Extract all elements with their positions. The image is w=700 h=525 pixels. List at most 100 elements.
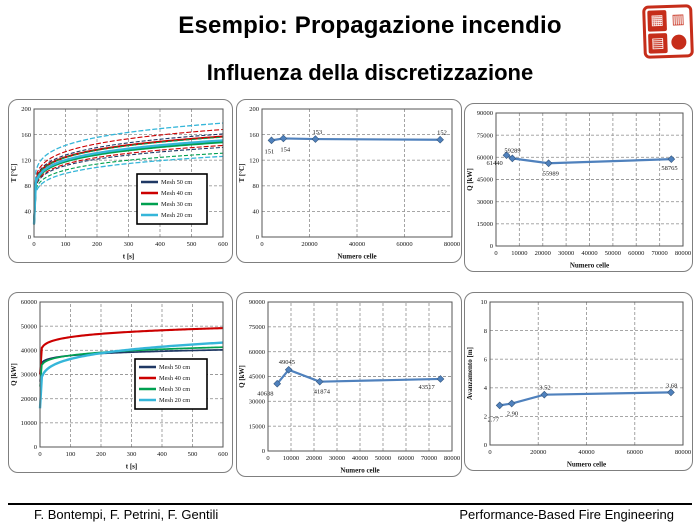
- svg-text:6: 6: [484, 356, 488, 363]
- svg-text:40: 40: [25, 209, 32, 216]
- svg-text:80: 80: [253, 183, 260, 190]
- svg-text:153: 153: [312, 129, 322, 136]
- svg-text:49045: 49045: [279, 359, 295, 366]
- svg-text:45000: 45000: [477, 177, 493, 184]
- chart-hrr600-vs-cells: 40638 49045 41874 43517 0 15000 30000 45000 6000…: [236, 292, 462, 477]
- svg-text:500: 500: [187, 241, 197, 248]
- footer-course-title: Performance-Based Fire Engineering: [459, 507, 674, 522]
- svg-text:20000: 20000: [530, 449, 546, 456]
- svg-text:61440: 61440: [487, 160, 503, 167]
- svg-text:30000: 30000: [21, 372, 37, 379]
- slide-subtitle: Influenza della discretizzazione: [206, 60, 534, 85]
- footer-divider: [8, 503, 692, 505]
- svg-text:100: 100: [66, 451, 76, 458]
- svg-text:154: 154: [280, 146, 291, 153]
- svg-text:t [s]: t [s]: [123, 253, 134, 261]
- svg-text:0: 0: [32, 241, 35, 248]
- svg-text:40000: 40000: [349, 241, 365, 248]
- svg-text:0: 0: [260, 241, 263, 248]
- svg-text:90000: 90000: [477, 110, 493, 117]
- svg-text:Q [kW]: Q [kW]: [238, 365, 246, 388]
- seal-dot-cell: [668, 31, 690, 54]
- svg-text:0: 0: [484, 442, 487, 449]
- seal-right-column: ▥: [667, 8, 690, 54]
- svg-text:45000: 45000: [249, 374, 265, 381]
- svg-text:15000: 15000: [249, 423, 265, 430]
- svg-text:10: 10: [481, 299, 488, 306]
- svg-text:59289: 59289: [504, 147, 520, 154]
- svg-text:2.90: 2.90: [507, 411, 518, 418]
- svg-text:T [°C]: T [°C]: [238, 164, 246, 183]
- svg-text:0: 0: [494, 250, 497, 257]
- svg-text:80000: 80000: [444, 455, 460, 462]
- svg-text:50000: 50000: [21, 323, 37, 330]
- seal-dot: [671, 34, 687, 51]
- svg-text:43517: 43517: [419, 384, 436, 391]
- svg-text:Mesh 50 cm: Mesh 50 cm: [159, 364, 190, 371]
- svg-text:60000: 60000: [21, 299, 37, 306]
- svg-text:0: 0: [34, 444, 37, 451]
- svg-text:Mesh 20 cm: Mesh 20 cm: [161, 212, 192, 219]
- slide-title: Esempio: Propagazione incendio: [178, 12, 562, 39]
- svg-text:Mesh 50 cm: Mesh 50 cm: [161, 179, 192, 186]
- chart-hrr-vs-time: 0 10000 20000 30000 40000 50000 60000 0 100 200 30…: [8, 292, 233, 473]
- svg-text:4: 4: [484, 385, 488, 392]
- svg-text:0: 0: [28, 234, 31, 241]
- svg-text:100: 100: [61, 241, 71, 248]
- svg-text:152: 152: [437, 130, 447, 137]
- svg-text:0: 0: [266, 455, 269, 462]
- svg-text:15000: 15000: [477, 221, 493, 228]
- svg-text:30000: 30000: [477, 199, 493, 206]
- svg-text:40000: 40000: [21, 348, 37, 355]
- chart-canvas: 40638 49045 41874 43517 0 15000 30000 45000 6000…: [238, 299, 460, 475]
- svg-text:T [°C]: T [°C]: [10, 164, 18, 183]
- svg-text:600: 600: [218, 241, 228, 248]
- svg-text:Mesh 40 cm: Mesh 40 cm: [161, 190, 192, 197]
- svg-text:40638: 40638: [257, 391, 273, 398]
- svg-text:Mesh 20 cm: Mesh 20 cm: [159, 397, 190, 404]
- svg-text:40000: 40000: [581, 250, 597, 257]
- seal-glyph-block: ▥: [671, 11, 685, 29]
- chart-canvas: 0 40 80 120 160 200 0 100 200 300 400 500 600 t [s] T …: [10, 106, 228, 261]
- svg-text:3.52: 3.52: [539, 385, 550, 392]
- svg-text:80000: 80000: [444, 241, 460, 248]
- svg-text:60000: 60000: [249, 349, 265, 356]
- svg-text:30000: 30000: [329, 455, 345, 462]
- svg-text:Mesh 30 cm: Mesh 30 cm: [159, 386, 190, 393]
- svg-text:Mesh 30 cm: Mesh 30 cm: [161, 201, 192, 208]
- svg-text:58765: 58765: [661, 165, 677, 172]
- svg-text:600: 600: [218, 451, 228, 458]
- chart-temperature-vs-time: 0 40 80 120 160 200 0 100 200 300 400 500 600 t [s] T …: [8, 99, 233, 263]
- svg-text:40000: 40000: [578, 449, 594, 456]
- svg-text:80000: 80000: [675, 250, 691, 257]
- svg-text:300: 300: [127, 451, 137, 458]
- svg-text:2: 2: [484, 414, 487, 421]
- chart-canvas: 2.77 2.90 3.52 3.68 0 2 4 6 8 10 0 20000 40000 60000 8…: [466, 299, 691, 469]
- chart-temperature-vs-cells: 151 154 153 152 0 40 80 120 160 200 0 20000 40000 600…: [236, 99, 462, 263]
- svg-text:41874: 41874: [314, 389, 331, 396]
- svg-text:0: 0: [488, 449, 491, 456]
- svg-text:80: 80: [25, 183, 32, 190]
- svg-text:60000: 60000: [398, 455, 414, 462]
- svg-text:Mesh 40 cm: Mesh 40 cm: [159, 375, 190, 382]
- seal-left-column: ▦ ▤: [646, 9, 669, 55]
- svg-text:Numero celle: Numero celle: [340, 467, 379, 475]
- svg-text:20000: 20000: [306, 455, 322, 462]
- svg-text:Numero celle: Numero celle: [567, 461, 606, 469]
- chart-hrr-peak-vs-cells: 61440 59289 55989 58765 0 15000 30000 45000 6000…: [464, 103, 693, 272]
- svg-text:60000: 60000: [627, 449, 643, 456]
- svg-text:40: 40: [253, 209, 260, 216]
- svg-text:500: 500: [188, 451, 198, 458]
- svg-text:120: 120: [21, 157, 31, 164]
- svg-text:Q [kW]: Q [kW]: [466, 168, 474, 191]
- svg-text:Numero celle: Numero celle: [570, 262, 609, 270]
- svg-text:50000: 50000: [605, 250, 621, 257]
- svg-text:70000: 70000: [652, 250, 668, 257]
- svg-text:0: 0: [38, 451, 41, 458]
- svg-text:2.77: 2.77: [488, 416, 500, 423]
- chart-canvas: 151 154 153 152 0 40 80 120 160 200 0 20000 40000 600…: [238, 106, 460, 260]
- svg-text:160: 160: [21, 132, 31, 139]
- red-seal-stamp-icon: ▦ ▤ ▥: [642, 4, 694, 59]
- svg-text:10000: 10000: [283, 455, 299, 462]
- svg-text:3.68: 3.68: [666, 382, 677, 389]
